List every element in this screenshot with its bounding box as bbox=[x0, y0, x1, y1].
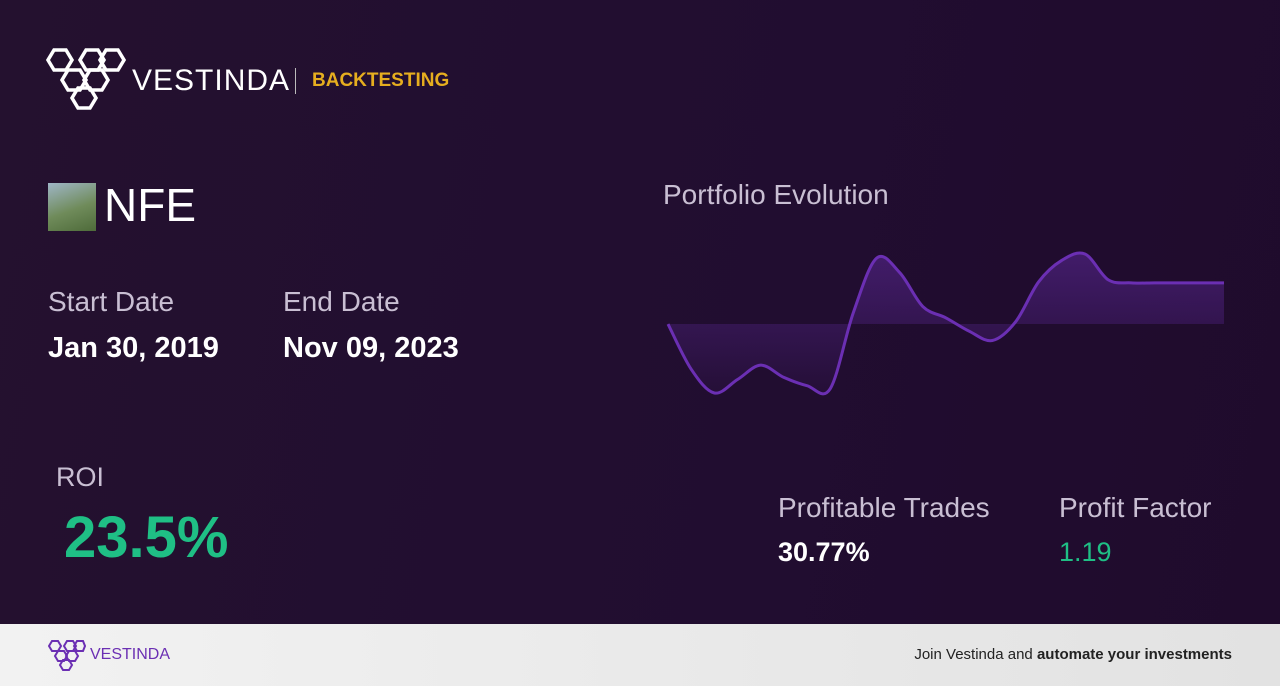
start-value: Jan 30, 2019 bbox=[48, 332, 219, 364]
section: BACKTESTING bbox=[312, 70, 450, 91]
ticker: NFE bbox=[104, 179, 196, 231]
roi-value: 23.5% bbox=[64, 505, 229, 570]
footer: VESTINDA Join Vestinda and automate your… bbox=[0, 624, 1280, 686]
start-label: Start Date bbox=[48, 286, 175, 317]
sparkline bbox=[666, 251, 1224, 396]
end-value: Nov 09, 2023 bbox=[283, 332, 459, 364]
brand: VESTINDA bbox=[132, 64, 291, 97]
end-label: End Date bbox=[283, 286, 400, 317]
area bbox=[668, 252, 1224, 394]
line bbox=[666, 251, 1224, 396]
profitable-trades-label: Profitable Trades bbox=[778, 492, 990, 523]
footer-text: Join Vestinda and bbox=[914, 646, 1033, 663]
profitable-trades-value: 30.77% bbox=[778, 537, 870, 567]
profit-factor-label: Profit Factor bbox=[1059, 492, 1212, 523]
divider bbox=[295, 68, 296, 94]
profit-factor-value: 1.19 bbox=[1059, 537, 1112, 567]
footer-logo-icon bbox=[48, 640, 86, 671]
chart-title: Portfolio Evolution bbox=[663, 179, 889, 210]
ticker-logo bbox=[48, 183, 96, 231]
footer-brand: VESTINDA bbox=[90, 646, 171, 663]
logo-icon bbox=[46, 48, 126, 110]
footer-emphasis: automate your investments bbox=[1036, 646, 1232, 663]
footer-cta: Join Vestinda and automate your investme… bbox=[914, 646, 1232, 663]
roi-label: ROI bbox=[56, 462, 105, 492]
